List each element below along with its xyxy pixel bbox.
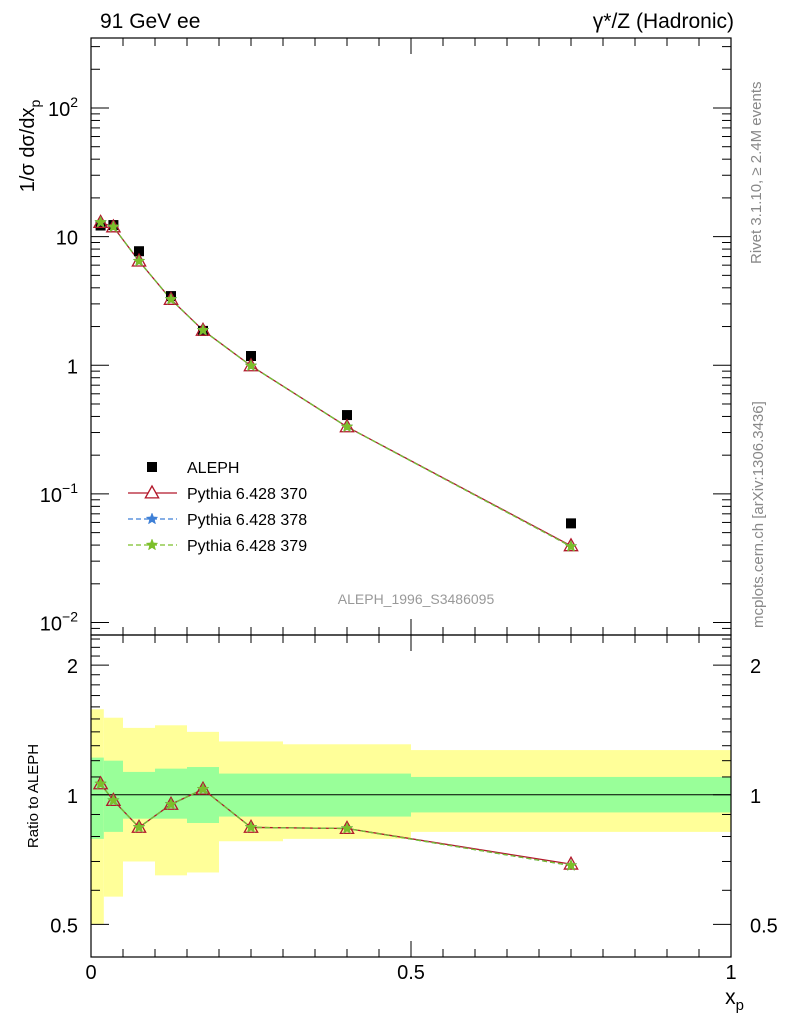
legend-marker-star xyxy=(145,538,159,551)
main-series-4 xyxy=(100,221,572,548)
uncertainty-band-inner xyxy=(155,768,187,819)
ratio-plot-area xyxy=(91,709,731,925)
main-y-tick-label: 10−1 xyxy=(40,480,78,507)
aleph-data-point xyxy=(134,246,144,257)
main-y-tick-label: 10 xyxy=(56,228,78,250)
ratio-y-tick-label-right: 0.5 xyxy=(750,915,778,937)
ratio-y-axis-label: Ratio to ALEPH xyxy=(25,744,42,848)
ratio-y-tick-label-left: 2 xyxy=(67,656,78,678)
mc-point-star xyxy=(564,539,578,552)
mc-point-star xyxy=(132,254,146,267)
main-plot-area xyxy=(92,214,579,552)
header-right: γ*/Z (Hadronic) xyxy=(593,10,734,33)
uncertainty-band-inner xyxy=(123,771,155,819)
ratio-y-tick-label-left: 1 xyxy=(67,786,78,808)
ratio-point-triangle xyxy=(563,855,579,870)
x-tick-label: 0 xyxy=(85,962,96,984)
ratio-point-star xyxy=(340,821,354,834)
ratio-frame xyxy=(90,634,732,958)
aleph-data-point xyxy=(246,351,256,362)
legend-marker-aleph xyxy=(147,462,157,472)
x-axis-label: xp xyxy=(725,986,744,1014)
main-y-tick-label: 102 xyxy=(48,94,78,121)
main-series-markers-3 xyxy=(94,215,578,552)
legend-marker-star xyxy=(145,512,159,525)
main-series-line-3 xyxy=(100,221,572,548)
header-left: 91 GeV ee xyxy=(100,10,200,33)
ratio-point-star xyxy=(94,777,107,790)
x-tick-label: 1 xyxy=(725,962,736,984)
legend: ALEPH Pythia 6.428 370 Pythia 6.428 378 Pyt… xyxy=(128,460,307,555)
main-series-line-2 xyxy=(100,221,572,547)
main-series-markers-4 xyxy=(94,215,578,552)
mc-point-star xyxy=(164,292,178,305)
ratio-y-tick-label-right: 2 xyxy=(750,656,761,678)
mcplots-label: mcplots.cern.ch [arXiv:1306.3436] xyxy=(750,401,767,628)
analysis-watermark: ALEPH_1996_S3486095 xyxy=(338,591,495,607)
mc-point-star xyxy=(107,220,120,233)
uncertainty-band-inner xyxy=(91,757,104,839)
ratio-point-star xyxy=(564,858,578,871)
ratio-point-star xyxy=(107,793,120,806)
main-series-markers-2 xyxy=(92,214,579,552)
ratio-panel: 0.5 0.5 1 1 2 2 0 0.5 1 Ratio to ALEPH xp xyxy=(25,634,778,1014)
rivet-version-label: Rivet 3.1.10, ≥ 2.4M events xyxy=(748,82,765,265)
main-series-2 xyxy=(100,221,572,547)
ratio-point-star xyxy=(164,797,178,810)
ratio-series-markers-3 xyxy=(94,777,578,871)
main-series-3 xyxy=(100,221,572,548)
mc-point-star xyxy=(94,215,107,228)
main-panel: 10−2 10−1 1 10 102 1/σ dσ/dxp ALEPH_1996_S34… xyxy=(17,37,732,636)
ratio-y-tick-label-right: 1 xyxy=(750,786,761,808)
legend-label-2: Pythia 6.428 370 xyxy=(187,486,307,503)
ratio-axis-ticks: 0.5 0.5 1 1 2 2 0 0.5 1 xyxy=(50,635,778,984)
main-y-tick-label: 10−2 xyxy=(40,609,78,636)
aleph-data-point xyxy=(95,220,106,231)
legend-label-1: ALEPH xyxy=(187,460,239,477)
ratio-point-star xyxy=(196,782,210,795)
main-y-axis-label: 1/σ dσ/dxp xyxy=(17,100,43,193)
legend-label-4: Pythia 6.428 379 xyxy=(187,538,307,555)
main-series-markers-1 xyxy=(95,220,576,529)
mc-point-star xyxy=(244,359,258,372)
mc-point-star xyxy=(340,420,354,433)
legend-label-3: Pythia 6.428 378 xyxy=(187,512,307,529)
x-tick-label: 0.5 xyxy=(397,962,425,984)
ratio-y-tick-label-left: 0.5 xyxy=(50,915,78,937)
ratio-point-star xyxy=(132,820,146,833)
ratio-point-star xyxy=(244,820,258,833)
aleph-data-point xyxy=(342,410,352,421)
main-y-tick-label: 1 xyxy=(67,356,78,378)
main-series-line-4 xyxy=(100,221,572,548)
legend-marker-triangle xyxy=(144,484,160,499)
mc-point-star xyxy=(196,323,210,336)
aleph-data-point xyxy=(566,518,576,529)
main-axis-ticks: 10−2 10−1 1 10 102 xyxy=(40,38,732,636)
